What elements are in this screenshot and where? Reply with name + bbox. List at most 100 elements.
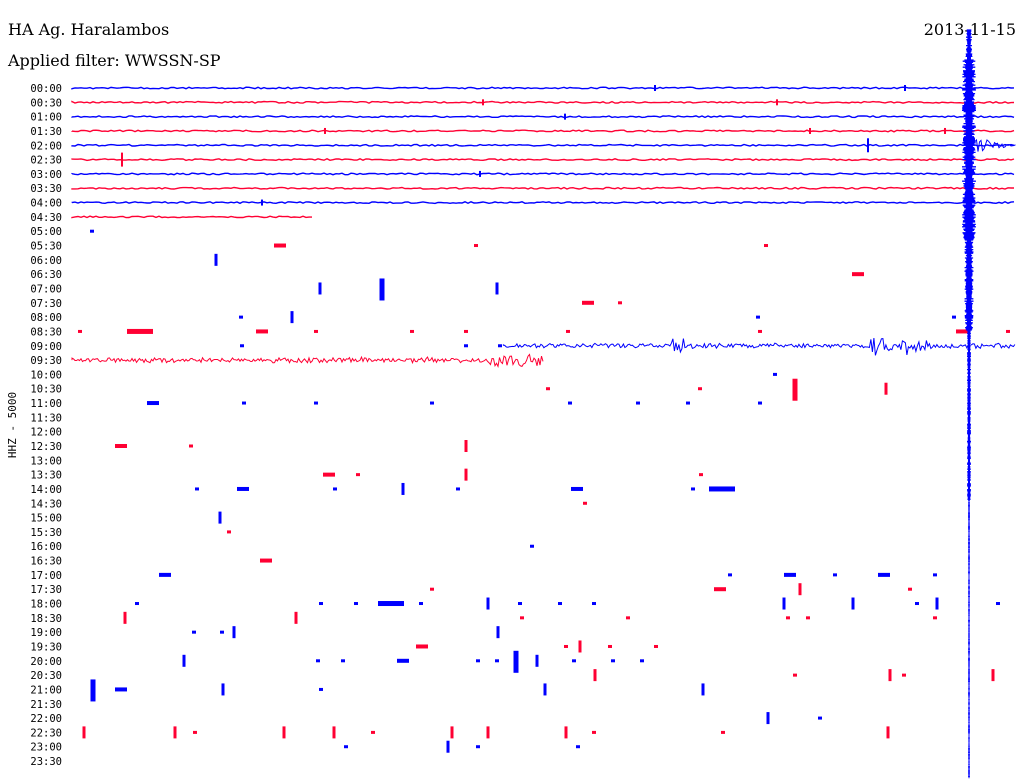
- noisy-trace: [71, 353, 544, 369]
- time-tick-label: 22:30: [30, 727, 62, 739]
- glitch-mark: [996, 602, 1000, 606]
- time-tick-label: 15:30: [30, 527, 62, 539]
- time-tick-label: 07:30: [30, 298, 62, 310]
- glitch-mark: [564, 726, 568, 739]
- glitch-mark: [214, 253, 218, 266]
- glitch-mark: [227, 530, 231, 534]
- glitch-mark: [446, 740, 450, 753]
- time-tick-label: 10:00: [30, 369, 62, 381]
- time-tick-label: 23:00: [30, 742, 62, 754]
- glitch-mark: [576, 745, 580, 749]
- glitch-mark: [354, 602, 358, 606]
- glitch-mark: [636, 401, 640, 405]
- time-tick-label: 11:30: [30, 412, 62, 424]
- glitch-mark: [686, 401, 690, 405]
- glitch-mark: [182, 654, 186, 667]
- glitch-mark: [341, 659, 345, 663]
- time-tick-label: 17:30: [30, 584, 62, 596]
- time-tick-label: 03:00: [30, 169, 62, 181]
- time-tick-label: 19:00: [30, 627, 62, 639]
- trace-row: [71, 86, 1015, 90]
- noisy-trace: [502, 337, 1016, 356]
- glitch-mark: [135, 602, 139, 606]
- glitch-mark: [239, 315, 243, 319]
- trace-row: [71, 115, 1015, 119]
- glitch-mark: [290, 311, 294, 324]
- glitch-mark: [933, 616, 937, 620]
- glitch-mark: [956, 329, 968, 334]
- glitch-mark: [558, 602, 562, 606]
- time-tick-label: 02:30: [30, 155, 62, 167]
- glitch-mark: [282, 726, 286, 739]
- trace-row: [71, 100, 1015, 104]
- glitch-mark: [852, 272, 864, 277]
- glitch-mark: [582, 300, 594, 305]
- time-tick-label: 02:00: [30, 140, 62, 152]
- time-tick-label: 23:30: [30, 756, 62, 768]
- glitch-mark: [476, 745, 480, 749]
- glitch-mark: [90, 679, 96, 702]
- glitch-mark: [192, 630, 196, 634]
- glitch-mark: [798, 583, 802, 596]
- trace-row: [71, 158, 1015, 162]
- time-tick-label: 06:30: [30, 269, 62, 281]
- glitch-mark: [728, 573, 732, 577]
- glitch-mark: [314, 401, 318, 405]
- time-tick-label: 20:00: [30, 656, 62, 668]
- glitch-mark: [571, 486, 583, 491]
- glitch-mark: [496, 626, 500, 639]
- glitch-mark: [578, 640, 582, 653]
- glitch-mark: [486, 726, 490, 739]
- glitch-mark: [535, 654, 539, 667]
- glitch-mark: [611, 659, 615, 663]
- glitch-mark: [316, 659, 320, 663]
- glitch-mark: [464, 329, 468, 333]
- glitch-mark: [240, 344, 244, 348]
- glitch-mark: [159, 572, 171, 577]
- glitch-mark: [792, 378, 798, 401]
- glitch-mark: [323, 472, 335, 477]
- time-tick-label: 04:00: [30, 198, 62, 210]
- glitch-mark: [654, 644, 658, 648]
- time-tick-label: 06:00: [30, 255, 62, 267]
- glitch-mark: [115, 444, 127, 448]
- glitch-mark: [82, 726, 86, 739]
- time-tick-label: 08:30: [30, 326, 62, 338]
- glitch-mark: [476, 659, 480, 663]
- glitch-mark: [851, 597, 855, 610]
- time-tick-label: 12:00: [30, 427, 62, 439]
- glitch-mark: [568, 401, 572, 405]
- time-tick-label: 16:00: [30, 541, 62, 553]
- time-tick-label: 05:00: [30, 226, 62, 238]
- glitch-mark: [884, 382, 888, 395]
- glitch-mark: [566, 329, 570, 333]
- glitch-mark: [397, 658, 409, 663]
- time-tick-label: 13:00: [30, 455, 62, 467]
- glitch-mark: [756, 315, 760, 319]
- time-tick-label: 00:30: [30, 97, 62, 109]
- glitch-mark: [572, 659, 576, 663]
- earthquake-trace: [962, 29, 976, 779]
- glitch-mark: [626, 616, 630, 620]
- glitch-mark: [371, 730, 375, 734]
- time-tick-label: 17:00: [30, 570, 62, 582]
- glitch-mark: [486, 597, 490, 610]
- glitch-mark: [699, 473, 703, 477]
- time-tick-label: 09:30: [30, 355, 62, 367]
- glitch-mark: [691, 487, 695, 491]
- glitch-mark: [888, 669, 892, 682]
- time-tick-label: 12:30: [30, 441, 62, 453]
- earthquake-coda: [968, 137, 1016, 153]
- glitch-mark: [721, 730, 725, 734]
- glitch-mark: [793, 673, 797, 677]
- glitch-mark: [806, 616, 810, 620]
- trace-row: [71, 129, 1015, 133]
- glitch-mark: [474, 244, 478, 248]
- time-tick-label: 03:30: [30, 183, 62, 195]
- glitch-mark: [546, 387, 550, 391]
- time-tick-label: 11:00: [30, 398, 62, 410]
- glitch-mark: [902, 673, 906, 677]
- glitch-mark: [260, 558, 272, 563]
- trace-row: [71, 215, 312, 219]
- glitch-mark: [518, 602, 522, 606]
